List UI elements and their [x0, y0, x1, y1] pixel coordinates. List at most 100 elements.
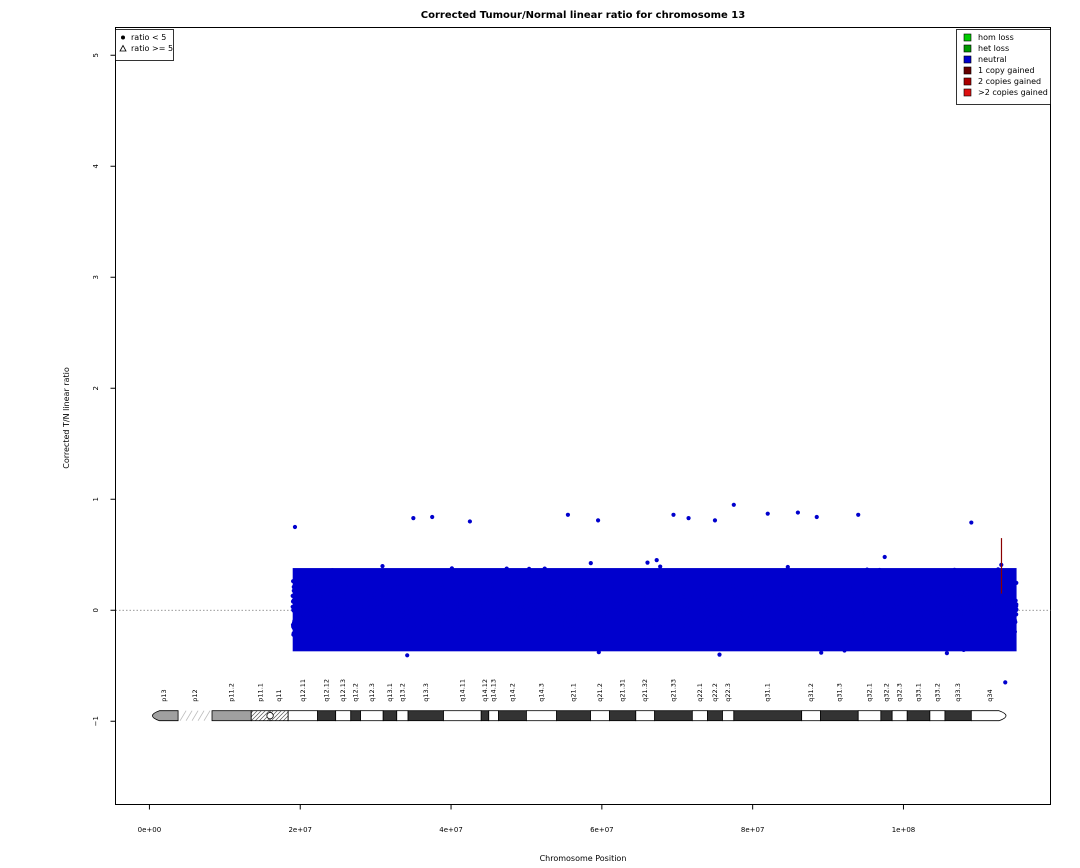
data-point — [373, 628, 378, 633]
ideogram-band — [211, 710, 252, 722]
data-point — [565, 631, 570, 636]
data-point — [672, 599, 677, 604]
data-point — [645, 594, 650, 599]
data-point — [439, 618, 444, 623]
data-point — [732, 621, 737, 626]
data-point — [477, 619, 482, 624]
data-point — [393, 626, 398, 631]
data-point — [825, 613, 830, 618]
data-point — [638, 573, 643, 578]
data-point — [883, 602, 888, 607]
data-point — [436, 631, 441, 636]
data-point — [977, 613, 982, 618]
data-point — [323, 583, 328, 588]
data-points-layer — [290, 502, 1019, 685]
data-point — [864, 618, 869, 624]
data-point — [508, 632, 514, 637]
data-point — [618, 636, 623, 642]
data-point — [639, 612, 645, 617]
centromere-marker — [266, 712, 274, 720]
data-point — [471, 579, 476, 584]
legend-state-label: neutral — [978, 55, 1007, 64]
data-point — [873, 580, 878, 585]
data-point — [424, 618, 429, 623]
data-point — [318, 636, 323, 642]
data-point — [766, 606, 771, 611]
data-point — [596, 616, 601, 621]
data-point — [551, 618, 557, 623]
data-point — [577, 611, 583, 616]
data-point — [880, 636, 885, 641]
data-point — [650, 640, 655, 645]
data-point — [476, 626, 481, 631]
data-point — [965, 613, 970, 619]
data-point — [329, 616, 334, 621]
data-point — [651, 628, 656, 633]
data-point — [762, 632, 767, 637]
data-point — [840, 629, 845, 634]
data-point — [920, 634, 925, 640]
ideogram-band — [350, 710, 361, 722]
data-point — [838, 601, 843, 606]
data-point — [779, 627, 785, 632]
data-point — [564, 583, 569, 588]
data-point — [935, 583, 940, 588]
data-point — [465, 614, 470, 619]
data-point — [659, 614, 664, 620]
data-point — [529, 603, 534, 608]
data-point — [409, 594, 414, 599]
data-point — [875, 628, 880, 633]
y-tick-label: 1 — [92, 497, 100, 501]
data-point — [854, 597, 859, 602]
data-point — [885, 588, 890, 593]
data-point — [861, 599, 866, 604]
data-point — [849, 592, 854, 597]
data-point — [763, 571, 768, 576]
data-point — [728, 623, 733, 629]
data-point — [973, 612, 978, 617]
data-point — [802, 600, 808, 605]
data-point — [577, 605, 582, 610]
data-point — [680, 625, 685, 630]
data-point — [741, 609, 747, 614]
legend-marker-types: ratio < 5 ratio >= 5 — [115, 29, 174, 61]
data-point — [782, 595, 788, 600]
data-point — [468, 598, 473, 604]
data-point — [558, 581, 563, 587]
data-point — [783, 640, 788, 645]
data-point — [391, 578, 396, 583]
data-point — [690, 623, 695, 628]
data-point — [356, 586, 361, 591]
ideogram-stalk-stroke — [197, 710, 205, 721]
data-point — [926, 590, 932, 595]
data-point — [783, 627, 788, 632]
data-point — [314, 594, 319, 600]
data-point — [607, 613, 612, 618]
data-point — [604, 603, 609, 609]
data-point — [956, 573, 961, 578]
data-point — [745, 642, 750, 647]
data-point — [930, 591, 935, 597]
data-point — [746, 599, 752, 605]
data-point — [520, 617, 526, 622]
data-point — [409, 604, 414, 609]
data-point — [991, 607, 996, 612]
data-point — [824, 606, 829, 611]
data-point — [828, 595, 833, 600]
data-point — [519, 607, 524, 613]
data-point — [967, 600, 972, 606]
data-point — [346, 585, 352, 590]
data-point — [411, 598, 416, 604]
data-point — [460, 627, 465, 632]
data-point — [404, 603, 409, 608]
data-point — [743, 597, 748, 602]
data-point — [299, 599, 304, 604]
data-point — [724, 623, 730, 628]
data-point — [306, 580, 311, 585]
data-point — [430, 626, 435, 631]
data-point — [745, 586, 750, 591]
data-point — [829, 604, 835, 609]
data-point — [472, 597, 477, 602]
data-point — [909, 578, 914, 583]
data-point — [486, 621, 491, 626]
